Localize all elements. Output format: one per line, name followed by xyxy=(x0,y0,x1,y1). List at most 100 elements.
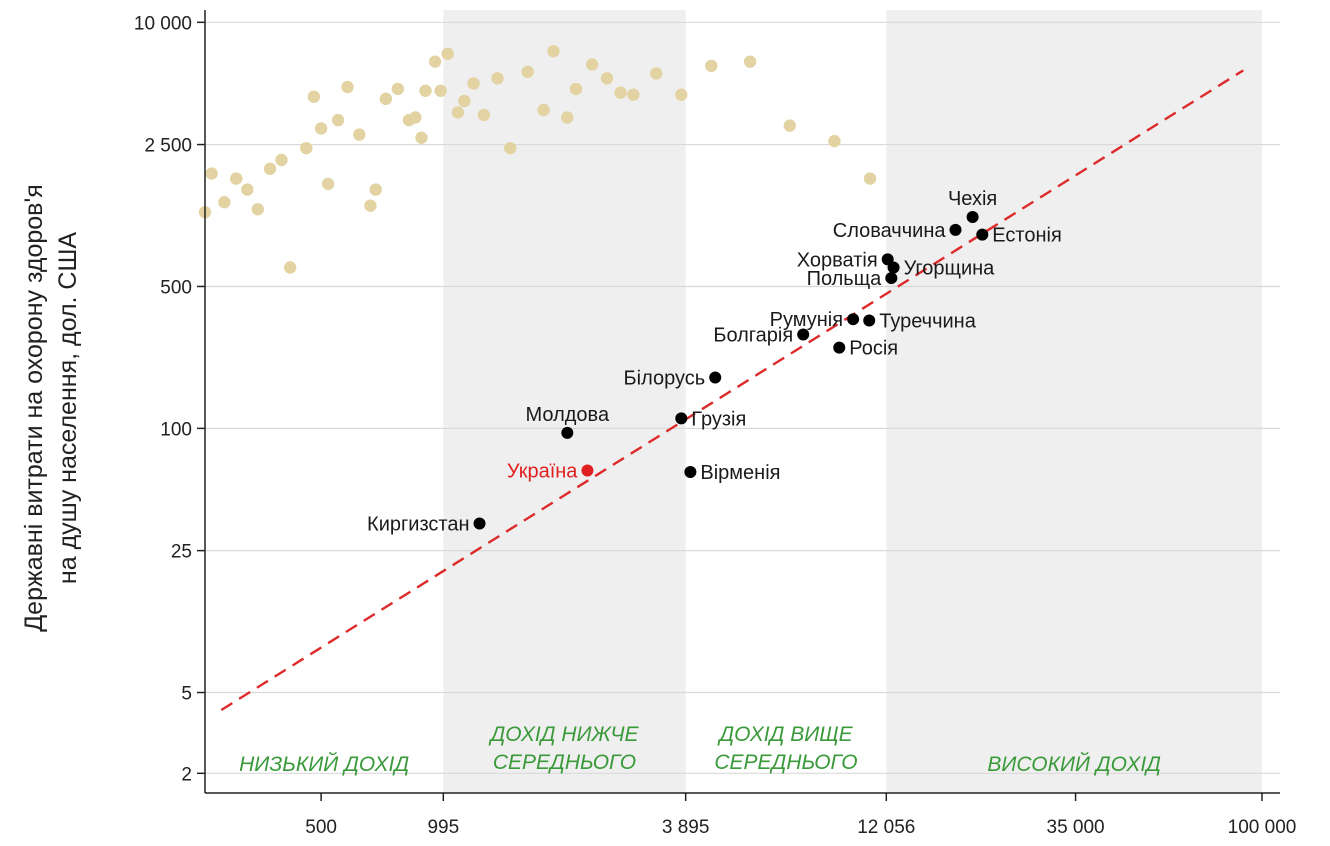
country-point-150 xyxy=(409,111,422,124)
income-bands xyxy=(443,10,1262,793)
country-point-164 xyxy=(547,45,560,58)
highlight-label-11: Грузія xyxy=(691,408,746,430)
x-tick-label-0: 500 xyxy=(305,817,337,838)
country-point-163 xyxy=(537,103,550,117)
highlight-label-13: Україна xyxy=(507,461,578,483)
highlight-point-12 xyxy=(561,426,574,439)
highlight-label-9: Росія xyxy=(849,338,898,360)
country-point-157 xyxy=(458,94,471,108)
highlight-label-7: Туреччина xyxy=(879,310,977,332)
income-band-3 xyxy=(886,10,1262,793)
trend-line xyxy=(220,69,1244,712)
country-point-135 xyxy=(263,162,277,175)
x-tick-label-3: 12 056 xyxy=(857,817,915,838)
x-tick-label-1: 995 xyxy=(427,817,459,838)
x-tick-label-4: 35 000 xyxy=(1047,817,1105,838)
y-tick-label-6: 10 000 xyxy=(134,13,192,34)
country-point-158 xyxy=(467,77,480,90)
x-tick-label-2: 3 895 xyxy=(662,817,710,838)
country-point-177 xyxy=(863,172,877,185)
country-point-167 xyxy=(585,58,599,71)
country-point-169 xyxy=(614,86,627,99)
highlight-label-6: Румунія xyxy=(770,309,843,331)
country-point-139 xyxy=(307,90,321,103)
highlight-point-15 xyxy=(473,517,486,530)
y-axis-title-line-1: Державні витрати на охорону здоров'я xyxy=(20,184,48,632)
country-point-134 xyxy=(251,203,264,216)
country-point-168 xyxy=(600,72,614,85)
y-axis-title: Державні витрати на охорону здоров'я на … xyxy=(20,184,82,632)
highlight-point-4 xyxy=(887,261,900,274)
country-point-170 xyxy=(627,88,640,101)
country-point-152 xyxy=(419,84,432,97)
highlight-label-2: Естонія xyxy=(992,225,1062,247)
country-point-166 xyxy=(569,82,583,96)
country-point-159 xyxy=(477,108,491,122)
highlight-point-11 xyxy=(675,412,688,425)
grid-lines xyxy=(205,21,1280,774)
country-point-176 xyxy=(828,134,841,148)
highlight-point-14 xyxy=(684,465,697,478)
income-band-1 xyxy=(443,10,686,793)
y-tick-label-2: 25 xyxy=(171,542,192,563)
highlight-label-5: Польща xyxy=(807,268,883,290)
highlight-label-15: Киргизстан xyxy=(367,514,469,536)
trend-line-group xyxy=(220,69,1244,712)
highlight-point-9 xyxy=(833,341,846,354)
highlight-label-12: Молдова xyxy=(526,404,610,426)
country-point-138 xyxy=(300,141,313,155)
country-point-143 xyxy=(341,80,354,94)
country-point-148 xyxy=(391,82,405,96)
y-tick-label-5: 2 500 xyxy=(144,136,192,157)
highlight-point-0 xyxy=(966,210,979,223)
income-band-label-0-0: НИЗЬКИЙ ДОХІД xyxy=(239,753,409,776)
country-point-156 xyxy=(451,106,465,119)
country-point-154 xyxy=(434,84,447,97)
income-band-label-3-0: ВИСОКИЙ ДОХІД xyxy=(987,753,1161,776)
country-point-142 xyxy=(331,113,345,127)
income-band-label-1-0: ДОХІД НИЖЧЕ xyxy=(488,723,639,746)
income-band-labels: НИЗЬКИЙ ДОХІД ДОХІД НИЖЧЕ СЕРЕДНЬОГО ДОХІД … xyxy=(239,723,1161,776)
country-point-153 xyxy=(428,55,442,68)
country-point-144 xyxy=(353,128,366,141)
y-tick-label-0: 2 xyxy=(181,764,192,785)
country-point-131 xyxy=(218,196,231,209)
country-point-133 xyxy=(241,183,254,196)
country-point-137 xyxy=(283,261,297,274)
highlight-label-3: Хорватія xyxy=(797,249,878,271)
country-point-162 xyxy=(521,65,534,79)
country-point-145 xyxy=(364,199,377,212)
highlight-label-0: Чехія xyxy=(948,188,997,210)
country-point-151 xyxy=(415,131,428,144)
highlight-point-6 xyxy=(847,313,860,326)
highlight-point-5 xyxy=(885,272,898,285)
y-tick-label-3: 100 xyxy=(160,419,192,440)
y-tick-label-4: 500 xyxy=(160,277,192,298)
highlight-point-1 xyxy=(949,223,962,236)
country-point-136 xyxy=(275,153,288,167)
country-point-147 xyxy=(379,92,393,106)
highlight-point-2 xyxy=(976,228,989,241)
country-point-174 xyxy=(743,55,757,68)
country-point-172 xyxy=(675,88,688,101)
country-point-141 xyxy=(321,177,335,191)
country-point-175 xyxy=(783,119,796,132)
country-point-132 xyxy=(230,172,243,185)
country-point-140 xyxy=(314,122,328,135)
y-axis-title-line-2: на душу населення, дол. США xyxy=(54,232,82,584)
highlight-label-14: Вірменія xyxy=(700,462,780,484)
country-point-160 xyxy=(491,72,504,85)
country-point-171 xyxy=(650,67,663,80)
highlight-point-13 xyxy=(581,464,594,477)
income-band-label-1-1: СЕРЕДНЬОГО xyxy=(493,751,636,774)
country-point-155 xyxy=(441,47,454,60)
highlight-label-1: Словаччина xyxy=(833,220,947,242)
highlight-label-8: Болгарія xyxy=(713,325,793,347)
country-point-146 xyxy=(369,183,382,196)
highlight-label-4: Угорщина xyxy=(904,258,996,280)
country-point-161 xyxy=(503,141,517,155)
country-point-130 xyxy=(205,167,218,180)
